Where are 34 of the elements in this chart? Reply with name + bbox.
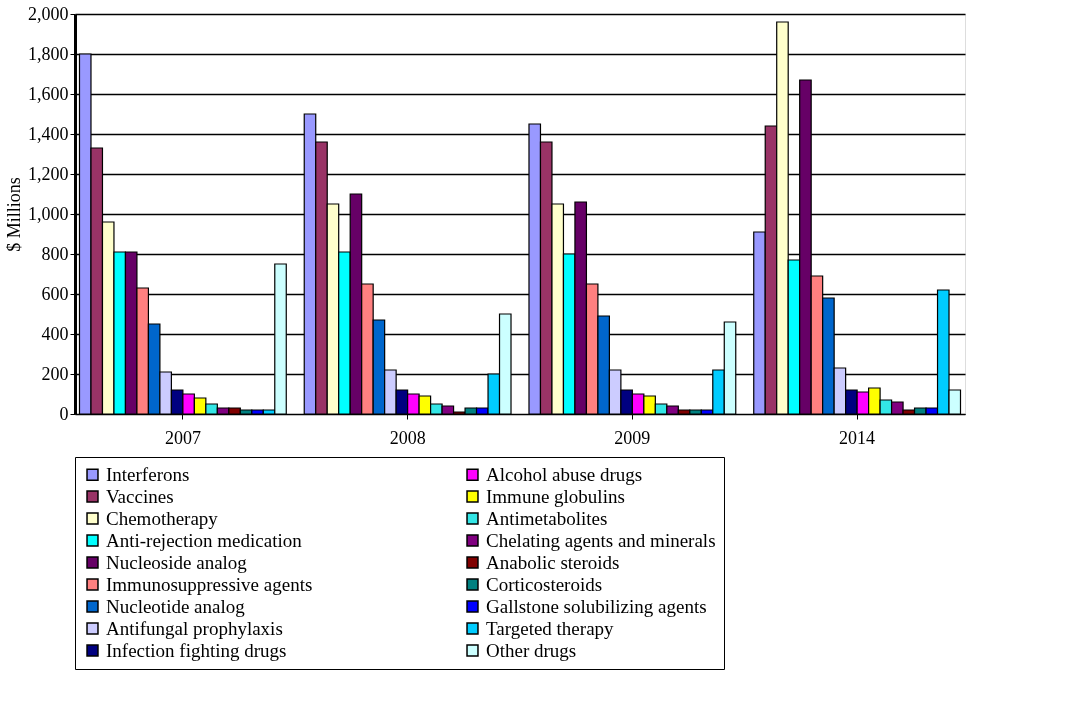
x-tick-label: 2008 bbox=[389, 427, 426, 448]
y-tick-label: 800 bbox=[41, 243, 69, 264]
legend-label: Corticosteroids bbox=[486, 573, 603, 595]
y-tick-label: 400 bbox=[41, 323, 69, 344]
legend-label: Vaccines bbox=[106, 485, 174, 507]
legend-label: Other drugs bbox=[486, 639, 577, 661]
y-tick-label: 1,200 bbox=[28, 163, 69, 184]
y-tick-label: 2,000 bbox=[28, 3, 69, 24]
y-axis-title: $ Millions bbox=[4, 177, 24, 252]
legend-label: Alcohol abuse drugs bbox=[486, 463, 643, 485]
legend-label: Anabolic steroids bbox=[486, 551, 620, 573]
y-tick-label: 600 bbox=[41, 283, 69, 304]
legend-label: Chelating agents and minerals bbox=[486, 529, 716, 551]
x-tick-label: 2009 bbox=[614, 427, 651, 448]
legend-label: Immunosuppressive agents bbox=[106, 573, 313, 595]
legend-label: Antifungal prophylaxis bbox=[106, 617, 283, 639]
legend-label: Interferons bbox=[106, 463, 190, 485]
y-tick-label: 1,800 bbox=[28, 43, 69, 64]
y-tick-label: 0 bbox=[59, 403, 69, 424]
y-tick-label: 1,600 bbox=[28, 83, 69, 104]
legend-label: Targeted therapy bbox=[486, 617, 615, 639]
legend-label: Nucleoside analog bbox=[106, 551, 248, 573]
legend-label: Anti-rejection medication bbox=[106, 529, 303, 551]
x-tick-label: 2007 bbox=[164, 427, 201, 448]
x-tick-label: 2014 bbox=[839, 427, 876, 448]
legend-label: Immune globulins bbox=[486, 485, 625, 507]
legend-label: Chemotherapy bbox=[106, 507, 219, 529]
legend-label: Antimetabolites bbox=[486, 507, 608, 529]
legend-label: Gallstone solubilizing agents bbox=[486, 595, 707, 617]
y-tick-label: 1,000 bbox=[28, 203, 69, 224]
y-tick-label: 200 bbox=[41, 363, 69, 384]
legend-label: Infection fighting drugs bbox=[106, 639, 287, 661]
legend-label: Nucleotide analog bbox=[106, 595, 246, 617]
y-tick-label: 1,400 bbox=[28, 123, 69, 144]
